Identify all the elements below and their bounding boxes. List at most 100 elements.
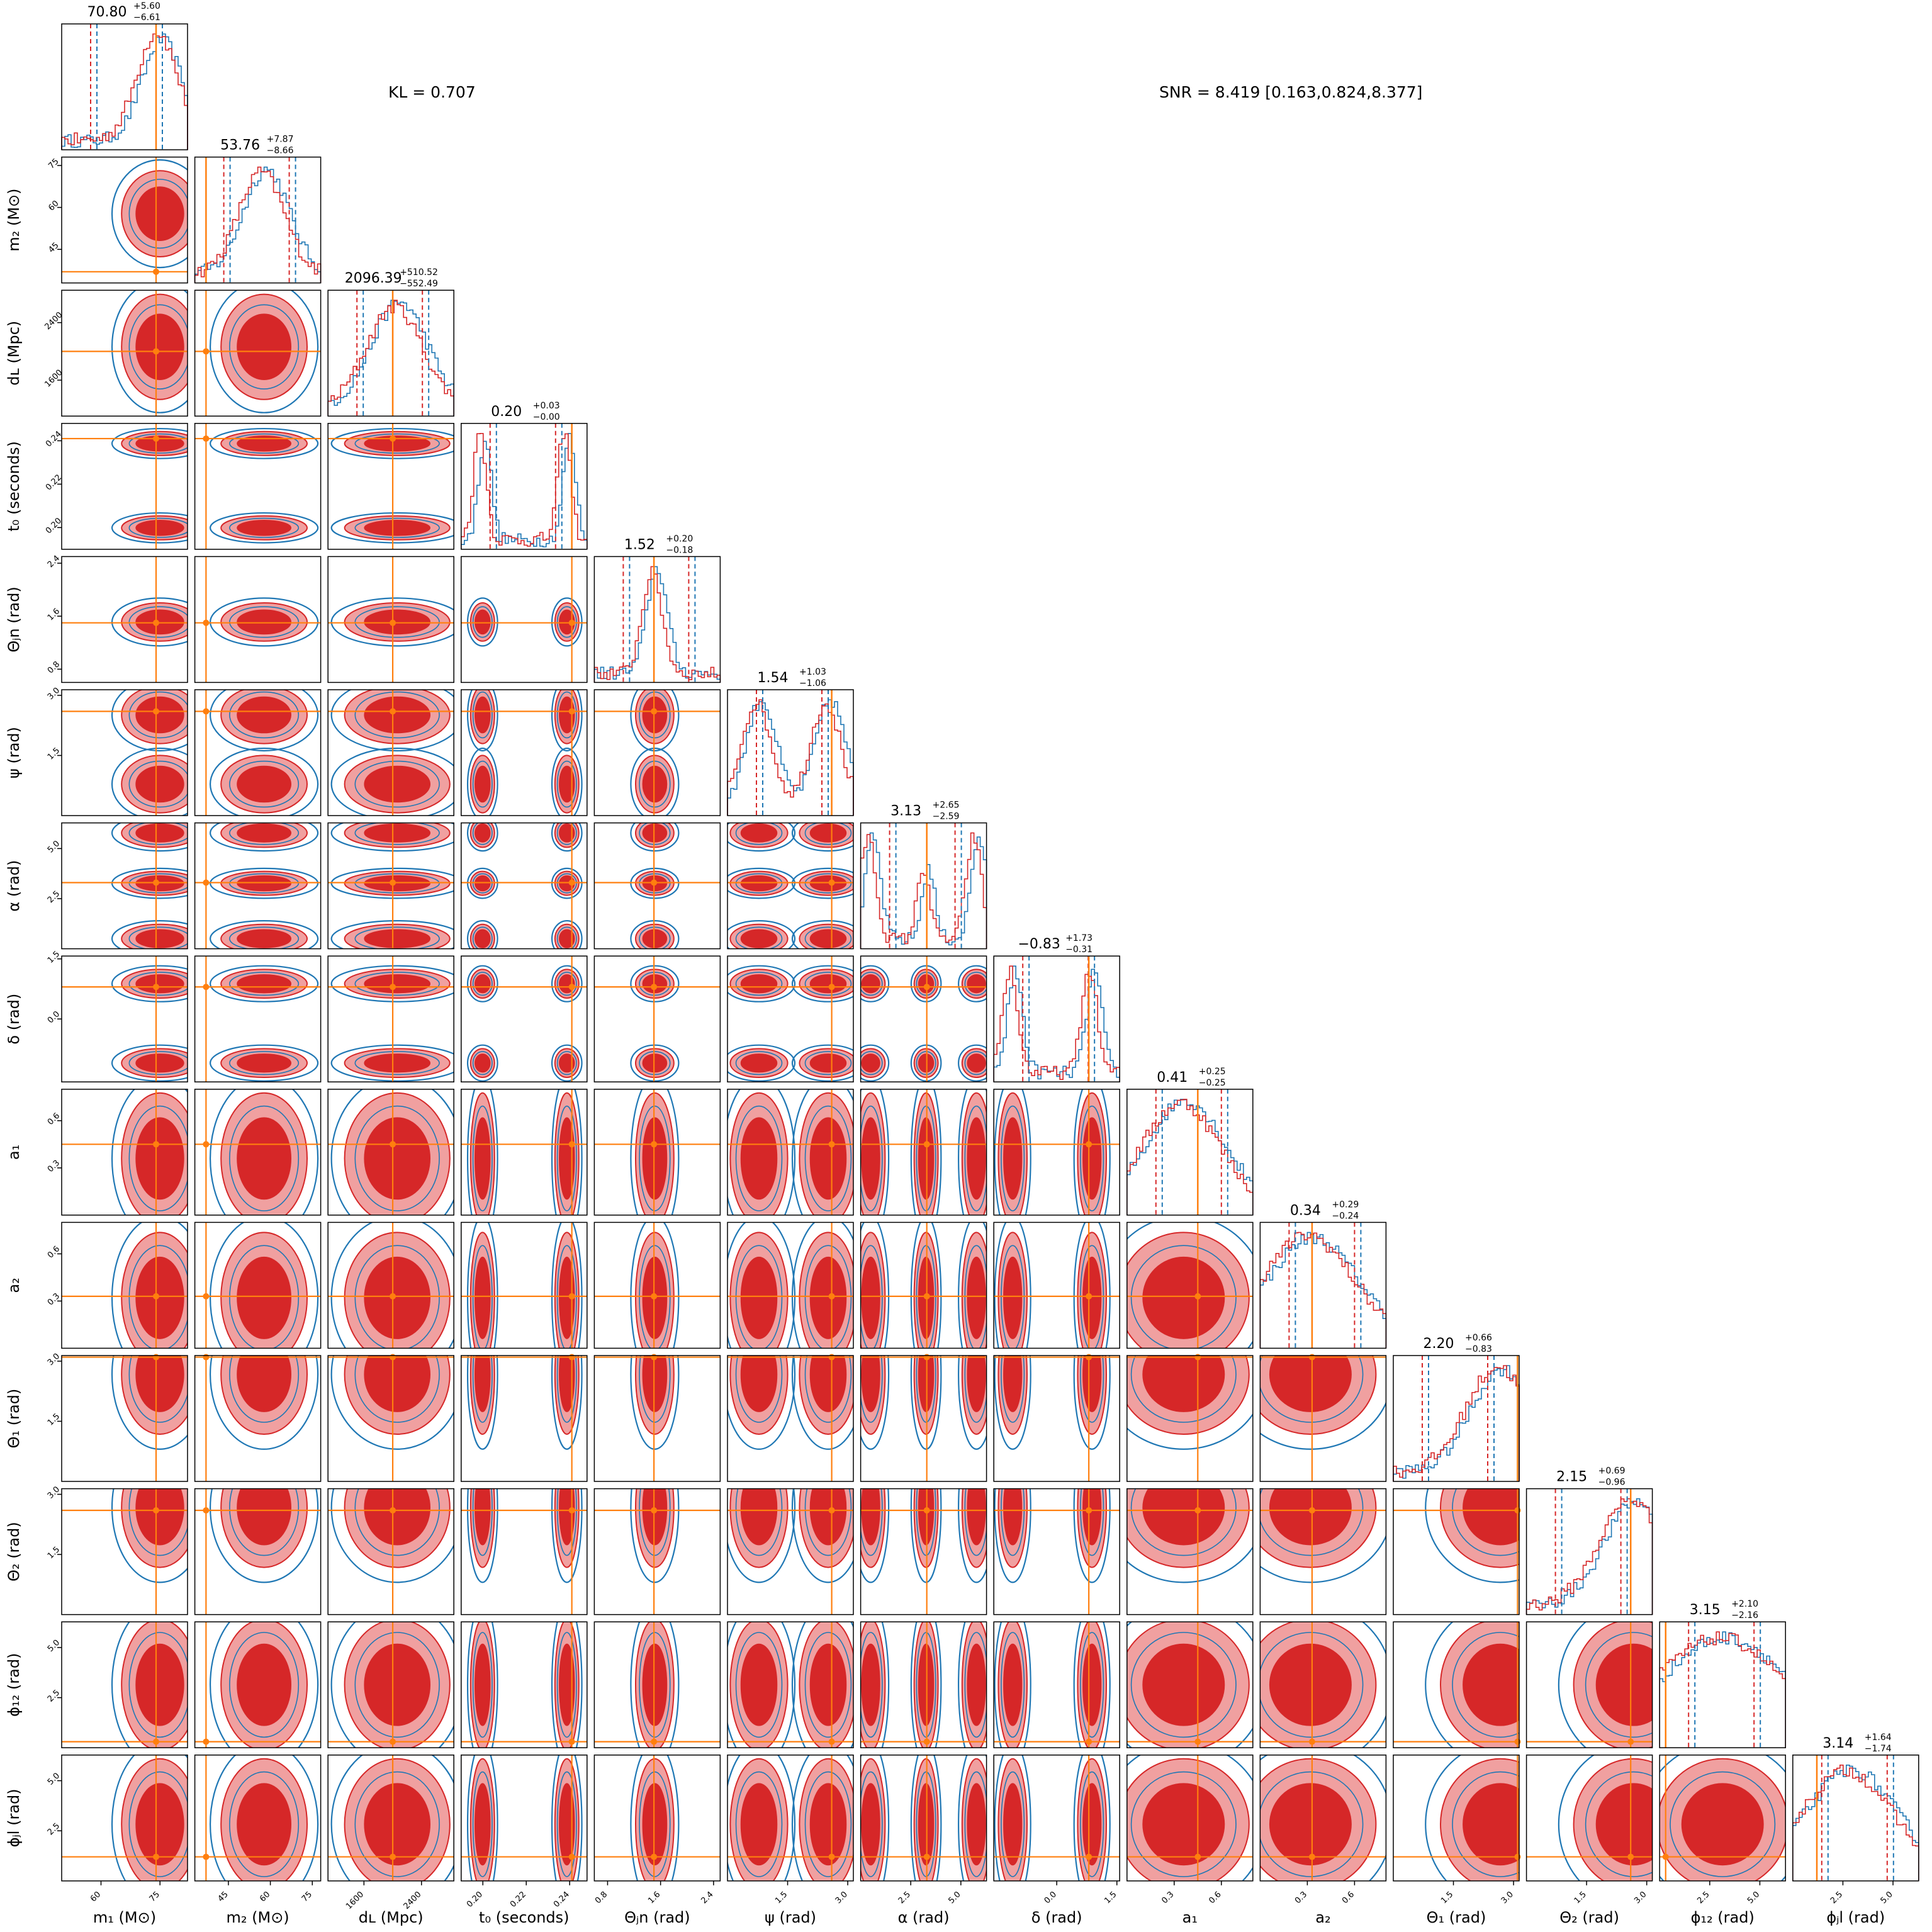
y-axis-label: ϕⱼl (rad) xyxy=(5,1789,23,1847)
contour-series-a-inner xyxy=(740,1643,778,1726)
density-layer xyxy=(1425,1755,1519,1881)
contour-series-b xyxy=(111,823,188,852)
panel-frame xyxy=(61,1755,188,1882)
contour-series-b-inner xyxy=(639,1051,671,1076)
contour-series-b-inner xyxy=(354,972,440,996)
contour-series-b xyxy=(860,1356,890,1450)
contour-series-b-inner xyxy=(735,1771,783,1877)
density-layer xyxy=(1425,1622,1519,1748)
density-layer xyxy=(630,1622,680,1748)
contour-series-b xyxy=(111,512,188,544)
contour-series-b xyxy=(466,1222,498,1349)
contour-panel-a1-vs-thetajn xyxy=(593,1089,721,1216)
contour-panel-phijl-vs-alpha: 2.5 5.0α (rad) xyxy=(860,1755,987,1926)
contour-series-a-inner xyxy=(809,823,847,843)
panel-frame xyxy=(993,955,1120,1082)
panel-frame xyxy=(593,1621,721,1748)
contour-panel-phi12-vs-a1 xyxy=(1126,1621,1254,1748)
contour-series-a-inner xyxy=(364,609,431,635)
contour-series-b-inner xyxy=(639,1356,671,1423)
contour-series-b xyxy=(330,1044,454,1082)
contour-series-b-inner xyxy=(1130,1488,1237,1556)
contour-series-b xyxy=(1126,1413,1253,1450)
contour-series-a-inner xyxy=(740,1783,778,1866)
contour-series-b-inner xyxy=(472,926,493,949)
panel-frame xyxy=(593,822,721,950)
contour-series-b xyxy=(330,747,454,816)
contour-series-b-inner xyxy=(1001,1488,1025,1556)
injection-marker xyxy=(1194,1738,1201,1745)
contour-series-b-inner xyxy=(735,1356,783,1423)
contour-series-b-inner xyxy=(1130,1356,1237,1423)
contour-series-a-inner xyxy=(967,1643,986,1726)
contour-series-a-inner xyxy=(642,1783,668,1866)
panel-frame xyxy=(860,1621,987,1748)
panel-frame xyxy=(61,1222,188,1349)
contour-series-b xyxy=(727,823,796,852)
density-layer xyxy=(330,1755,454,1881)
contour-series-b xyxy=(551,965,583,1003)
injection-marker xyxy=(651,708,658,715)
contour-series-a-inner xyxy=(364,823,431,843)
y-axis-label: δ (rad) xyxy=(5,994,23,1045)
panel-frame xyxy=(1393,1755,1520,1882)
injection-marker xyxy=(203,619,210,626)
contour-series-a-inner xyxy=(861,1053,880,1073)
contour-series-b-inner xyxy=(639,823,671,845)
panel-frame xyxy=(1126,1488,1254,1615)
panel-frame xyxy=(727,1222,854,1349)
contour-series-b xyxy=(466,690,498,752)
injection-marker xyxy=(1514,1738,1521,1745)
panel-frame xyxy=(461,423,588,550)
density-layer xyxy=(111,159,188,269)
density-layer xyxy=(466,1755,583,1881)
contour-series-a-inner xyxy=(1082,1356,1102,1412)
contour-series-b xyxy=(551,597,583,647)
density-layer xyxy=(210,965,319,1082)
contour-series-b xyxy=(210,1089,319,1215)
histogram-series-b xyxy=(1792,1765,1919,1881)
contour-series-a-inner xyxy=(1003,1488,1023,1546)
contour-series-b xyxy=(1126,1546,1253,1583)
contour-series-b-inner xyxy=(556,1105,577,1211)
contour-series-b-inner xyxy=(229,972,300,996)
contour-series-b-inner xyxy=(556,1632,577,1738)
contour-series-b xyxy=(958,1488,987,1583)
contour-series-a-inner xyxy=(1463,1488,1519,1546)
histogram-series-a xyxy=(1393,1365,1520,1481)
contour-series-b-inner xyxy=(472,1051,493,1076)
contour-series-b-inner xyxy=(472,1245,493,1349)
contour-panel-phijl-vs-delta: 0.0 1.5δ (rad) xyxy=(993,1755,1120,1926)
contour-series-b-inner xyxy=(472,1356,493,1423)
density-layer xyxy=(330,427,454,544)
contour-series-b-inner xyxy=(128,691,188,739)
histogram-series-a xyxy=(194,166,322,283)
panel-frame xyxy=(593,1089,721,1216)
panel-frame xyxy=(993,1355,1120,1482)
contour-series-b xyxy=(210,1622,319,1748)
density-layer xyxy=(210,1356,319,1450)
injection-marker xyxy=(828,984,835,991)
contour-series-b-inner xyxy=(1260,1771,1364,1877)
contour-series-a-inner xyxy=(364,1117,431,1200)
panel-frame xyxy=(727,1488,854,1615)
histogram-title-value: 2096.39 xyxy=(345,271,402,286)
panel-frame xyxy=(327,955,454,1082)
contour-panel-phi12-vs-theta1 xyxy=(1393,1621,1521,1748)
contour-series-b xyxy=(1425,1488,1519,1583)
injection-marker xyxy=(153,1354,159,1361)
density-layer xyxy=(1126,1755,1253,1881)
density-layer xyxy=(1558,1755,1653,1881)
contour-series-a-inner xyxy=(809,1783,847,1866)
histogram-title-minus: −0.96 xyxy=(1598,1478,1626,1488)
contour-panel-theta2-vs-m2 xyxy=(194,1488,322,1615)
contour-series-b-inner xyxy=(128,1632,188,1738)
injection-marker xyxy=(153,1141,159,1148)
density-layer xyxy=(111,1089,188,1215)
contour-series-b-inner xyxy=(229,823,300,845)
density-layer xyxy=(727,1755,853,1881)
panel-frame xyxy=(860,1089,987,1216)
contour-panel-delta-vs-dL xyxy=(327,955,454,1082)
injection-marker xyxy=(1086,1853,1092,1860)
